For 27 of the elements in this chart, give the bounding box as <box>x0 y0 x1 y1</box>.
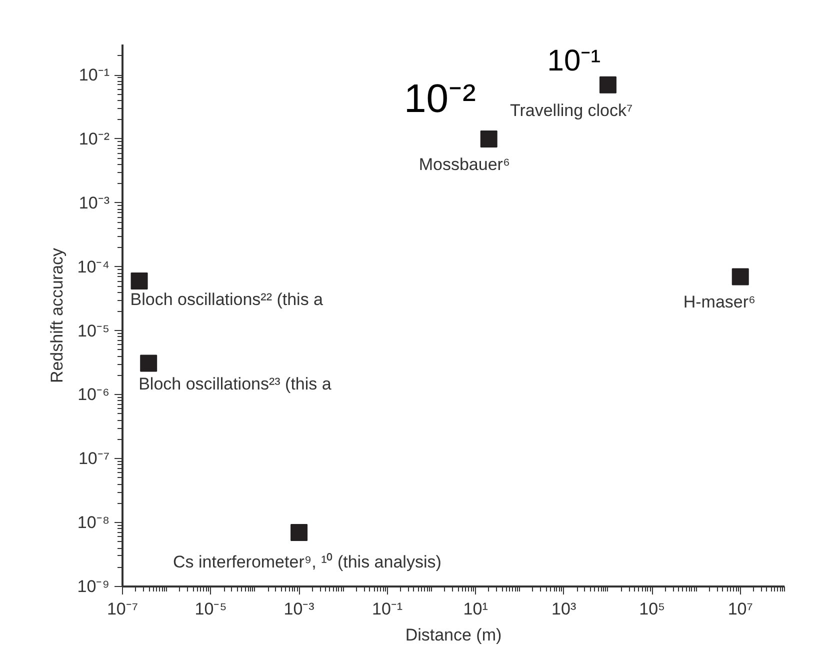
y-tick-label: 10⁻⁴ <box>77 257 110 276</box>
y-tick-label: 10⁻³ <box>78 193 110 212</box>
y-tick-label: 10⁻⁸ <box>77 513 110 532</box>
annotation: Bloch oscillations²² (this a <box>130 290 324 309</box>
annotation: Bloch oscillations²³ (this a <box>138 374 332 394</box>
annotation: Mossbauer⁶ <box>418 154 510 174</box>
x-axis-title: Distance (m) <box>405 626 502 644</box>
x-tick-label: 10¹ <box>463 600 488 618</box>
y-tick-label: 10⁻⁶ <box>78 385 110 404</box>
y-tick-label: 10⁻¹ <box>78 66 110 85</box>
annotation: Travelling clock⁷ <box>510 100 633 120</box>
annotation: 10⁻² <box>404 76 476 121</box>
annotation: 10⁻¹ <box>547 44 601 78</box>
y-tick-label: 10⁻² <box>78 129 110 148</box>
x-tick-label: 10⁻⁷ <box>106 600 138 618</box>
x-tick-label: 10⁻⁵ <box>194 600 227 618</box>
annotation: H-maser⁶ <box>683 292 756 312</box>
x-tick-label: 10⁻¹ <box>372 600 403 618</box>
x-tick-label: 10⁵ <box>639 600 666 618</box>
x-tick-label: 10³ <box>552 600 576 618</box>
x-tick-label: 10⁻³ <box>284 600 315 618</box>
y-tick-label: 10⁻⁵ <box>78 321 110 340</box>
y-tick-label: 10⁻⁷ <box>78 449 110 468</box>
y-tick-label: 10⁻⁹ <box>77 577 110 596</box>
annotation: Cs interferometer⁹, ¹⁰ (this analysis) <box>173 552 442 572</box>
x-tick-label: 10⁷ <box>728 600 753 618</box>
y-axis-title: Redshift accuracy <box>47 247 66 384</box>
